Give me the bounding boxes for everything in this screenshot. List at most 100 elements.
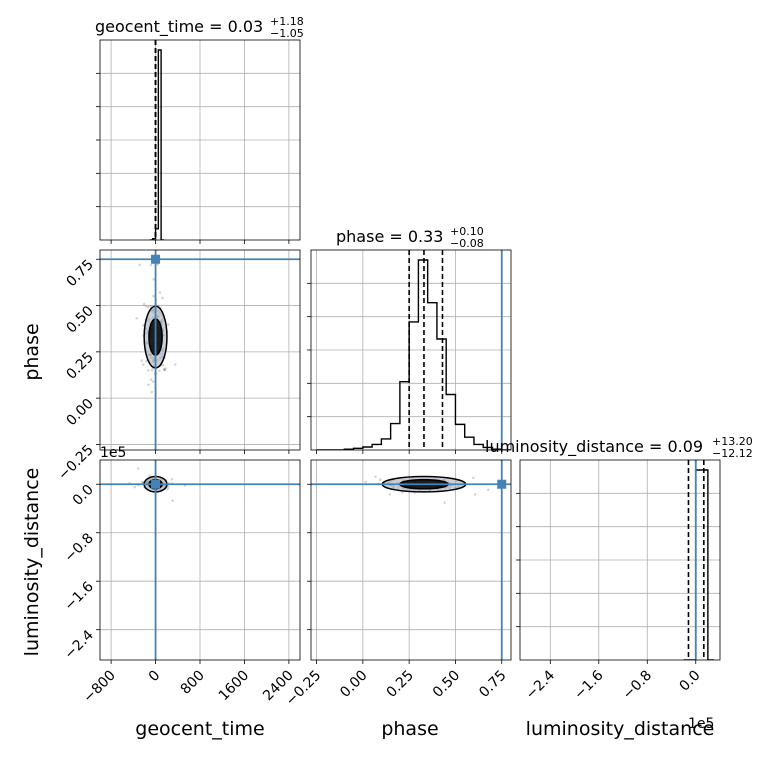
x-tick-label-geocent-time: 0 — [146, 668, 164, 686]
panels-layer: −800 0 800 1600 2400−0.25 0.00 0.25 0.50 0.75 −2.… — [55, 39, 721, 709]
sample-point-outlier — [401, 491, 404, 494]
sample-point — [144, 304, 148, 308]
sample-point — [378, 478, 382, 481]
x-tick-label-luminosity-distance: −0.8 — [620, 668, 655, 703]
sample-point-outlier — [473, 493, 477, 496]
sample-point-outlier — [156, 263, 159, 266]
sample-point — [163, 368, 166, 371]
panel-phase-luminosity-distance — [311, 460, 511, 660]
y-tick-label-luminosity-distance: −2.4 — [61, 627, 96, 662]
sample-point — [150, 368, 154, 372]
sample-point — [161, 364, 165, 367]
sample-point-outlier — [137, 467, 140, 470]
y-tick-label-luminosity-distance: −0.8 — [61, 530, 96, 565]
sample-point — [150, 390, 154, 394]
sample-point-outlier — [149, 263, 153, 267]
sample-point — [164, 367, 167, 370]
offset-text-x: 1e5 — [688, 716, 714, 732]
sample-point — [146, 306, 150, 309]
sample-point — [152, 294, 155, 298]
sample-point-outlier — [374, 475, 377, 478]
y-tick-label-phase: 0.50 — [63, 303, 96, 336]
x-tick-label-phase: 0.25 — [384, 668, 417, 701]
sample-point — [145, 359, 148, 363]
sample-point — [133, 485, 136, 489]
y-tick-label-phase: 0.25 — [63, 349, 96, 382]
title-phase-plus: +0.10 — [450, 225, 484, 238]
y-tick-label-luminosity-distance: 0.0 — [70, 482, 97, 509]
title-luminosity-distance: luminosity_distance = 0.09 — [485, 437, 703, 457]
title-phase-minus: −0.08 — [450, 237, 484, 250]
sample-point-outlier — [486, 488, 490, 491]
x-tick-label-luminosity-distance: 0.0 — [677, 668, 704, 695]
title-luminosity-distance-minus: −12.12 — [712, 447, 753, 460]
title-geocent-time-minus: −1.05 — [270, 27, 304, 40]
histogram-phase — [316, 259, 511, 450]
title-phase: phase = 0.33 — [336, 227, 443, 246]
y-tick-label-phase: 0.75 — [63, 257, 96, 290]
sample-point — [141, 324, 145, 327]
histogram-luminosity-distance — [683, 469, 714, 660]
x-tick-label-geocent-time: 800 — [178, 668, 208, 698]
sample-point — [472, 476, 475, 480]
x-tick-label-geocent-time: −800 — [80, 668, 119, 707]
sample-point — [149, 305, 153, 308]
sample-point — [148, 474, 151, 478]
panel-phase-phase — [311, 250, 511, 450]
sample-point — [142, 302, 146, 306]
y-tick-label-phase: 0.00 — [63, 396, 96, 429]
panel-frame — [310, 459, 512, 661]
sample-point-outlier — [138, 263, 141, 267]
histogram-geocent-time — [150, 49, 164, 240]
offset-text-y: 1e5 — [100, 445, 126, 461]
ylabel-phase: phase — [21, 323, 43, 380]
sample-point — [170, 477, 174, 481]
panel-frame — [519, 459, 721, 661]
sample-point — [140, 359, 144, 362]
sample-point-outlier — [171, 499, 174, 502]
panel-geocent-time-phase — [100, 250, 300, 450]
x-tick-label-geocent-time: 1600 — [216, 668, 253, 705]
xlabel-phase: phase — [381, 718, 438, 740]
sample-point — [158, 291, 162, 294]
sample-point — [141, 363, 145, 366]
ylabel-luminosity-distance: luminosity_distance — [21, 468, 43, 657]
sample-point — [152, 278, 156, 281]
sample-point-outlier — [135, 317, 138, 320]
title-geocent-time-plus: +1.18 — [270, 15, 304, 28]
sample-point — [149, 378, 153, 381]
x-tick-label-luminosity-distance: −1.6 — [571, 667, 606, 702]
truth-marker — [151, 254, 161, 264]
sample-point — [141, 480, 144, 484]
sample-point — [147, 369, 150, 372]
sample-point — [163, 368, 166, 372]
sample-point — [147, 383, 150, 387]
truth-marker — [497, 479, 507, 489]
x-tick-label-phase: 0.75 — [476, 668, 509, 701]
x-tick-label-phase: 0.50 — [430, 668, 463, 701]
x-tick-label-luminosity-distance: −2.4 — [523, 667, 558, 702]
panel-geocent-time-geocent-time — [100, 40, 300, 240]
x-tick-label-phase: 0.00 — [337, 668, 370, 701]
sample-point — [158, 369, 161, 373]
panel-geocent-time-luminosity-distance — [100, 460, 300, 660]
sample-point — [166, 487, 170, 490]
xlabel-geocent-time: geocent_time — [135, 718, 264, 740]
truth-marker — [151, 479, 161, 489]
sample-point — [364, 480, 368, 484]
sample-point-outlier — [174, 363, 177, 366]
sample-point-outlier — [388, 493, 391, 496]
sample-point — [161, 296, 164, 300]
sample-point — [166, 323, 170, 326]
panel-frame — [310, 249, 512, 451]
sample-point-outlier — [443, 501, 446, 504]
y-tick-label-luminosity-distance: −1.6 — [61, 579, 96, 614]
y-tick-label-phase: −0.25 — [55, 442, 97, 484]
sample-point — [163, 367, 166, 371]
panel-luminosity-distance-luminosity-distance — [520, 460, 720, 660]
xlabel-luminosity-distance: luminosity_distance — [526, 718, 715, 740]
sample-point — [152, 380, 155, 383]
title-geocent-time: geocent_time = 0.03 — [95, 17, 263, 37]
title-luminosity-distance-plus: +13.20 — [712, 435, 753, 448]
